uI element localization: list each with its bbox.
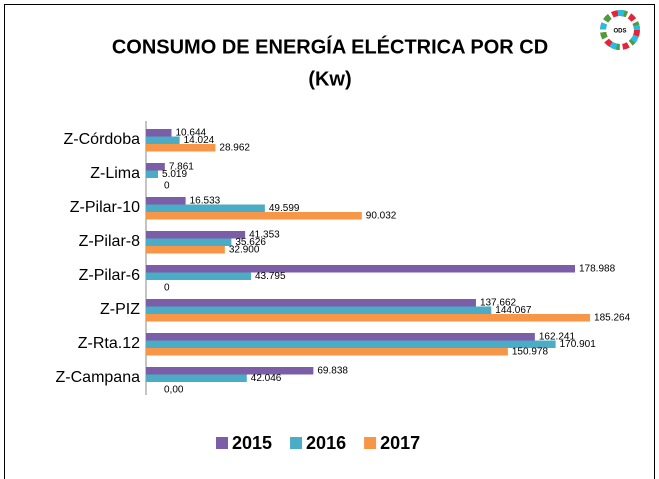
value-label: 5.019	[162, 169, 187, 180]
value-label: 0	[164, 180, 170, 191]
bar	[146, 231, 246, 239]
bar	[146, 306, 492, 314]
legend-label: 2015	[232, 433, 272, 453]
value-label: 7.861	[169, 161, 194, 172]
bar	[146, 314, 591, 322]
bar	[146, 272, 251, 280]
bar	[146, 246, 225, 254]
value-label: 150.978	[512, 346, 549, 357]
value-label: 16.533	[190, 195, 221, 206]
category-label: Z-Rta.12	[78, 335, 140, 352]
value-label: 28.962	[219, 142, 250, 153]
value-label: 10.644	[176, 127, 207, 138]
bar	[146, 367, 314, 375]
bar	[146, 204, 265, 212]
chart-title: CONSUMO DE ENERGÍA ELÉCTRICA POR CD	[112, 35, 548, 58]
category-label: Z-Lima	[90, 165, 140, 182]
value-label: 178.988	[579, 263, 616, 274]
legend-swatch	[216, 437, 228, 449]
bar	[146, 144, 216, 152]
bar	[146, 129, 172, 137]
category-label: Z-Pilar-8	[79, 233, 140, 250]
legend-swatch	[290, 437, 303, 449]
bar	[146, 333, 535, 341]
category-label: Z-Córdoba	[64, 131, 141, 148]
category-label: Z-Pilar-6	[79, 267, 140, 284]
value-label: 0,00	[164, 384, 184, 395]
bar	[146, 212, 362, 220]
value-label: 14.024	[184, 135, 215, 146]
value-label: 41.353	[249, 229, 280, 240]
category-label: Z-Campana	[56, 369, 141, 386]
value-label: 69.838	[317, 365, 348, 376]
value-label: 42.046	[251, 373, 282, 384]
value-label: 43.795	[255, 271, 286, 282]
bar	[146, 238, 232, 246]
legend-label: 2017	[380, 433, 420, 453]
bar	[146, 265, 575, 273]
value-label: 32.900	[229, 244, 260, 255]
category-label: Z-Pilar-10	[70, 199, 140, 216]
value-label: 49.599	[269, 203, 300, 214]
category-label: Z-PIZ	[100, 301, 140, 318]
bar	[146, 340, 556, 348]
frame	[4, 4, 655, 479]
bar	[146, 348, 508, 356]
value-label: 35.626	[235, 237, 266, 248]
bar	[146, 197, 186, 205]
logo-text: ODS	[613, 29, 626, 35]
value-label: 170.901	[560, 339, 597, 350]
bar	[146, 170, 159, 178]
value-label: 137.662	[480, 297, 517, 308]
value-label: 185.264	[594, 312, 631, 323]
chart-subtitle: (Kw)	[308, 68, 351, 90]
value-label: 144.067	[495, 305, 532, 316]
legend-label: 2016	[306, 433, 346, 453]
bar	[146, 163, 165, 171]
value-label: 90.032	[366, 210, 397, 221]
bar	[146, 374, 247, 382]
legend-swatch	[364, 437, 377, 449]
logo: ODS	[600, 10, 640, 50]
value-label: 0	[164, 282, 170, 293]
bar	[146, 299, 476, 307]
bar	[146, 136, 180, 144]
value-label: 162.241	[539, 331, 576, 342]
